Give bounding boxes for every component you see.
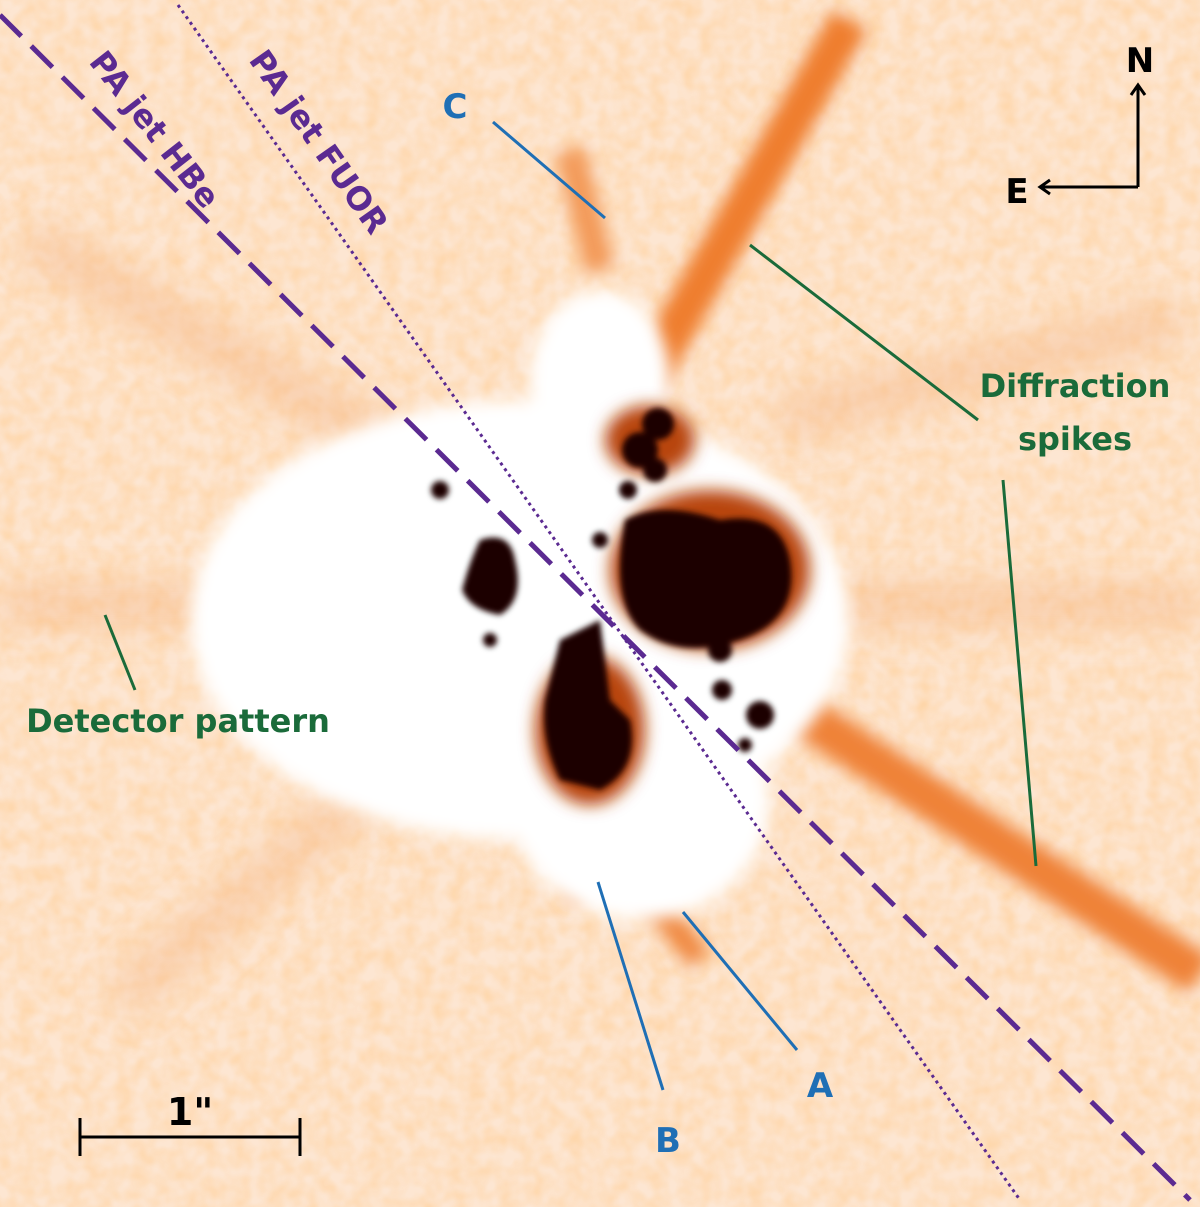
label-b: B	[655, 1121, 681, 1161]
label-diffraction: Diffraction	[980, 367, 1171, 405]
label-east: E	[1005, 172, 1028, 212]
label-spikes: spikes	[1018, 420, 1132, 458]
label-north: N	[1126, 41, 1154, 81]
label-a: A	[807, 1066, 834, 1106]
label-c: C	[443, 87, 468, 127]
jet-line-fuor	[176, 4, 1022, 1201]
label-scale: 1"	[167, 1090, 213, 1134]
pointer-lines-blue	[492, 120, 799, 1091]
label-detector: Detector pattern	[26, 702, 330, 740]
compass	[1037, 82, 1147, 196]
pointer-lines-green	[103, 243, 1038, 867]
scale-bar	[78, 1118, 302, 1156]
core	[431, 405, 810, 805]
jet-line-hbe	[0, 13, 1192, 1202]
